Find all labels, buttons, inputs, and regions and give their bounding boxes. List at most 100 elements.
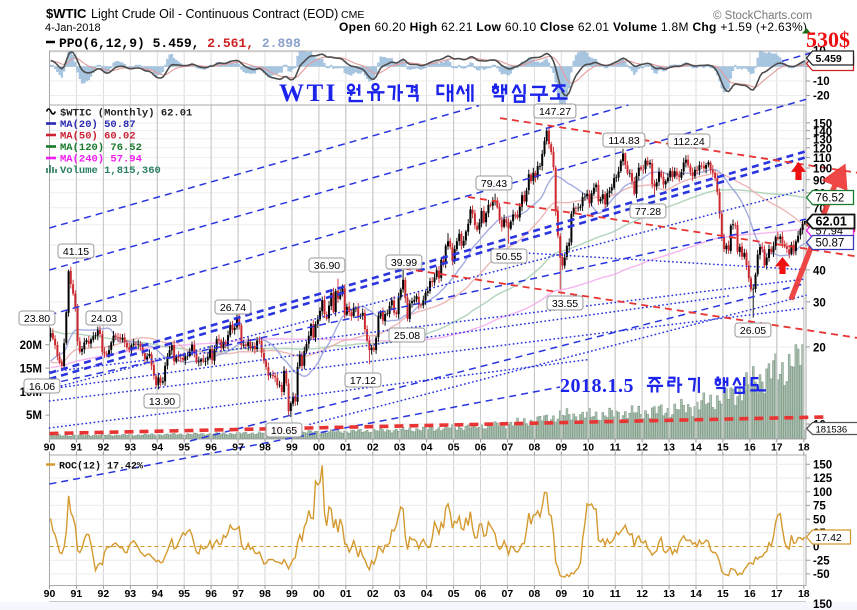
svg-text:10: 10 [582, 442, 594, 454]
svg-text:50: 50 [813, 514, 826, 526]
svg-text:110: 110 [813, 153, 832, 165]
svg-text:01: 01 [340, 442, 352, 454]
svg-text:07: 07 [502, 442, 514, 454]
svg-text:17.42: 17.42 [816, 532, 842, 544]
svg-text:01: 01 [340, 588, 352, 600]
svg-text:97: 97 [232, 442, 244, 454]
svg-text:120: 120 [813, 143, 832, 155]
svg-text:09: 09 [555, 442, 567, 454]
svg-text:140: 140 [813, 126, 832, 138]
svg-text:26.74: 26.74 [220, 302, 246, 314]
svg-text:20: 20 [813, 343, 826, 355]
svg-text:62.01: 62.01 [816, 215, 847, 229]
svg-text:13: 13 [663, 442, 675, 454]
svg-text:112.24: 112.24 [673, 136, 704, 148]
svg-text:181536: 181536 [816, 425, 848, 436]
svg-text:17.12: 17.12 [350, 375, 376, 387]
svg-text:03: 03 [394, 588, 406, 600]
svg-text:16: 16 [744, 588, 756, 600]
svg-text:13.90: 13.90 [149, 396, 175, 408]
svg-text:39.99: 39.99 [391, 257, 417, 269]
svg-text:94: 94 [151, 442, 163, 454]
svg-text:96: 96 [205, 442, 217, 454]
svg-text:-25: -25 [813, 555, 830, 567]
svg-text:150: 150 [813, 599, 832, 610]
svg-text:33.55: 33.55 [552, 298, 578, 310]
svg-text:95: 95 [178, 588, 190, 600]
svg-text:75: 75 [813, 501, 826, 513]
svg-text:20M: 20M [20, 340, 42, 352]
svg-text:ROC(12) 17.42%: ROC(12) 17.42% [59, 461, 143, 473]
svg-text:06: 06 [475, 442, 487, 454]
svg-text:05: 05 [448, 442, 460, 454]
svg-text:16.06: 16.06 [29, 381, 55, 393]
svg-text:18: 18 [798, 442, 810, 454]
svg-text:40: 40 [813, 266, 826, 278]
svg-text:MA(120) 76.52: MA(120) 76.52 [60, 142, 142, 154]
svg-text:94: 94 [151, 588, 163, 600]
svg-text:MA(240) 57.94: MA(240) 57.94 [60, 154, 142, 166]
svg-text:90: 90 [44, 442, 56, 454]
svg-text:11: 11 [610, 442, 621, 454]
svg-text:100: 100 [813, 487, 832, 499]
svg-text:23.80: 23.80 [24, 313, 50, 325]
svg-text:12: 12 [636, 442, 648, 454]
svg-text:PPO(6,12,9) 5.459, 2.561, 2.89: PPO(6,12,9) 5.459, 2.561, 2.898 [59, 36, 301, 51]
svg-text:26.05: 26.05 [740, 325, 766, 337]
svg-text:25.08: 25.08 [394, 330, 420, 342]
svg-text:16: 16 [744, 442, 756, 454]
svg-text:MA(20) 50.87: MA(20) 50.87 [60, 119, 136, 131]
svg-text:76.52: 76.52 [816, 193, 845, 205]
svg-text:12: 12 [636, 588, 648, 600]
svg-text:11: 11 [610, 588, 621, 600]
svg-text:99: 99 [286, 442, 298, 454]
svg-text:Volume 1,815,360: Volume 1,815,360 [60, 165, 161, 177]
svg-text:150: 150 [813, 119, 832, 131]
svg-text:17: 17 [771, 588, 783, 600]
svg-text:18: 18 [798, 588, 810, 600]
svg-text:-10: -10 [813, 76, 830, 88]
svg-text:98: 98 [259, 588, 271, 600]
svg-text:98: 98 [259, 442, 271, 454]
svg-text:© StockCharts.com: © StockCharts.com [713, 10, 812, 22]
svg-text:02: 02 [367, 588, 379, 600]
svg-text:93: 93 [124, 442, 136, 454]
svg-text:125: 125 [813, 473, 833, 485]
svg-text:$WTIC: $WTIC [46, 6, 87, 21]
svg-text:91: 91 [71, 588, 83, 600]
svg-text:95: 95 [178, 442, 190, 454]
svg-text:90: 90 [44, 588, 56, 600]
svg-text:Open 60.20 High 62.21 Low 60.1: Open 60.20 High 62.21 Low 60.10 Close 62… [339, 20, 807, 34]
svg-text:100: 100 [813, 164, 832, 176]
svg-text:96: 96 [205, 588, 217, 600]
svg-text:09: 09 [555, 588, 567, 600]
svg-text:00: 00 [313, 588, 325, 600]
svg-text:0: 0 [813, 542, 819, 554]
svg-text:99: 99 [286, 588, 298, 600]
svg-text:50.87: 50.87 [816, 238, 845, 250]
svg-text:92: 92 [98, 588, 110, 600]
svg-text:Light Crude Oil - Continuous C: Light Crude Oil - Continuous Contract (E… [91, 7, 338, 21]
svg-text:93: 93 [124, 588, 136, 600]
svg-text:02: 02 [367, 442, 379, 454]
svg-text:4-Jan-2018: 4-Jan-2018 [45, 22, 101, 34]
svg-text:10.65: 10.65 [271, 425, 297, 437]
svg-text:530$: 530$ [806, 27, 850, 52]
svg-text:77.28: 77.28 [635, 206, 661, 218]
svg-text:-20: -20 [813, 91, 830, 103]
svg-text:5M: 5M [26, 410, 42, 422]
svg-text:04: 04 [421, 442, 433, 454]
svg-text:08: 08 [529, 588, 541, 600]
svg-text:$WTIC (Monthly) 62.01: $WTIC (Monthly) 62.01 [60, 108, 192, 120]
svg-text:06: 06 [475, 588, 487, 600]
svg-text:79.43: 79.43 [481, 178, 507, 190]
svg-text:15: 15 [717, 442, 729, 454]
svg-text:03: 03 [394, 442, 406, 454]
svg-text:36.90: 36.90 [314, 260, 340, 272]
svg-text:97: 97 [232, 588, 244, 600]
svg-text:150: 150 [813, 460, 832, 472]
svg-text:MA(50) 60.02: MA(50) 60.02 [60, 131, 136, 143]
svg-text:17: 17 [771, 442, 783, 454]
svg-text:10: 10 [582, 588, 594, 600]
svg-text:50.55: 50.55 [496, 251, 522, 263]
